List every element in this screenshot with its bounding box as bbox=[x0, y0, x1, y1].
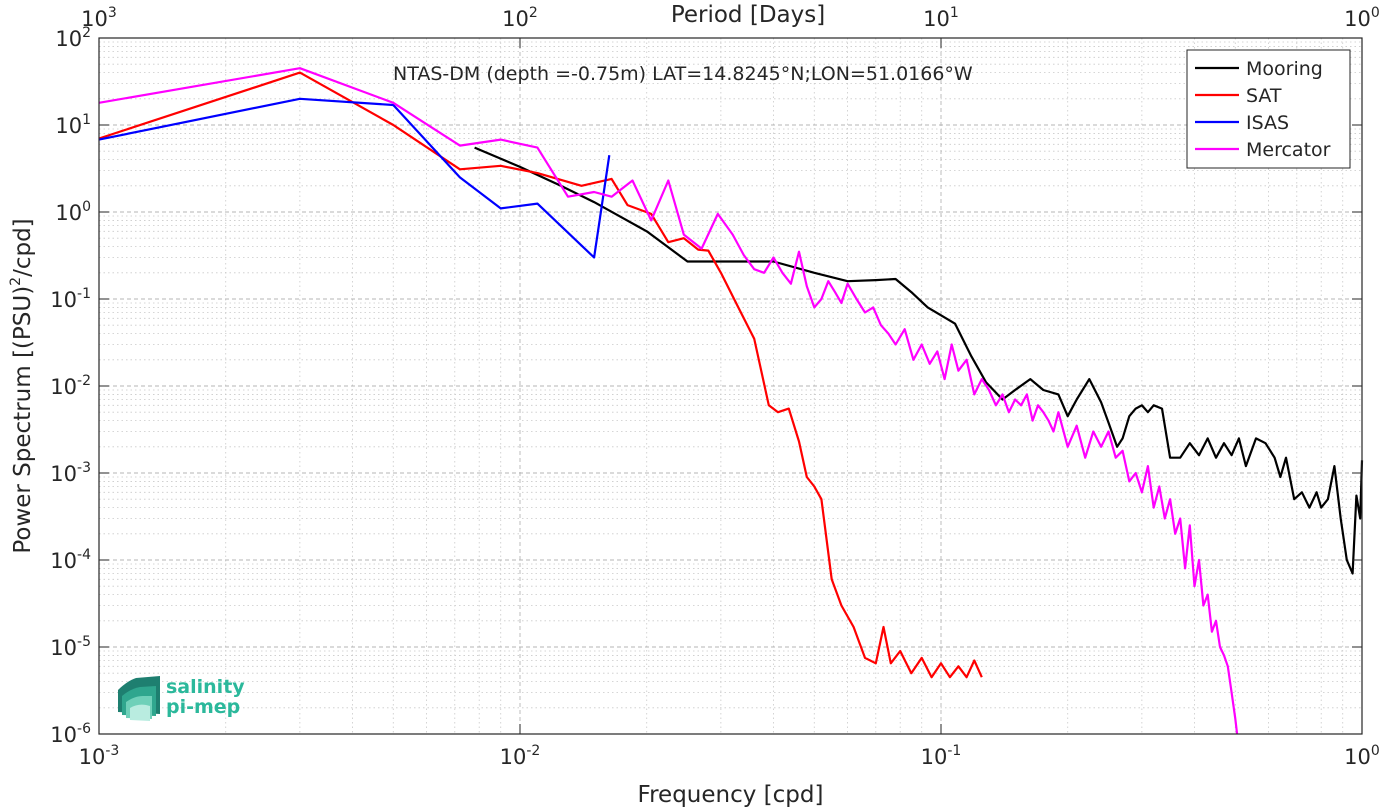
y-tick-label: 10-6 bbox=[50, 721, 91, 747]
top-tick-label-base: 10 bbox=[81, 7, 108, 31]
top-tick-label: 103 bbox=[81, 5, 117, 31]
logo-text-pi-mep: pi-mep bbox=[166, 696, 240, 718]
top-tick-label: 101 bbox=[923, 5, 959, 31]
y-tick-label-base: 10 bbox=[55, 201, 82, 225]
y-tick-label-base: 10 bbox=[50, 723, 77, 747]
y-axis-label-unit: /cpd] bbox=[10, 218, 36, 277]
x-tick-label: 10-3 bbox=[79, 743, 120, 769]
y-tick-label-base: 10 bbox=[50, 375, 77, 399]
y-axis-label: Power Spectrum [(PSU)2/cpd] bbox=[8, 218, 36, 553]
x-tick-label: 10-1 bbox=[921, 743, 962, 769]
y-tick-label-base: 10 bbox=[55, 27, 82, 51]
y-tick-label: 10-5 bbox=[50, 634, 91, 660]
tick-labels: 10-3 10-2 10-1 10010-610-510-410-310-210-11… bbox=[50, 5, 1380, 769]
chart-title: NTAS-DM (depth =-0.75m) LAT=14.8245°N;LO… bbox=[393, 63, 973, 85]
series-line-sat bbox=[98, 71, 983, 679]
y-tick-label-base: 10 bbox=[50, 636, 77, 660]
y-tick-label-base: 10 bbox=[50, 549, 77, 573]
y-tick-label-exponent: 2 bbox=[82, 25, 91, 41]
y-tick-label: 10-4 bbox=[50, 547, 91, 573]
tick-marks bbox=[98, 37, 1363, 735]
y-tick-label-base: 10 bbox=[55, 114, 82, 138]
y-tick-label: 100 bbox=[55, 199, 91, 225]
legend-label-mercator: Mercator bbox=[1246, 139, 1331, 161]
series-lines bbox=[98, 67, 1364, 735]
y-tick-label-exponent: -5 bbox=[77, 634, 91, 650]
x-axis-label: Frequency [cpd] bbox=[638, 782, 824, 808]
y-tick-label: 10-1 bbox=[50, 286, 91, 312]
y-tick-label-base: 10 bbox=[50, 462, 77, 486]
top-tick-label: 102 bbox=[502, 5, 538, 31]
x-tick-label-base: 10 bbox=[1344, 745, 1371, 769]
x-tick-label-exponent: -1 bbox=[947, 743, 961, 759]
salinity-pi-mep-logo: salinity pi-mep bbox=[118, 676, 245, 721]
x-tick-label: 10-2 bbox=[500, 743, 541, 769]
series-line-mooring bbox=[474, 146, 1364, 575]
y-tick-label-exponent: -6 bbox=[77, 721, 91, 737]
series-line-isas bbox=[98, 97, 611, 259]
y-axis-label-superscript: 2 bbox=[8, 277, 24, 286]
logo-text-salinity: salinity bbox=[166, 676, 245, 698]
y-tick-label-exponent: 0 bbox=[82, 199, 91, 215]
y-tick-label: 101 bbox=[55, 112, 91, 138]
logo-wave-icon bbox=[118, 676, 160, 721]
y-tick-label-base: 10 bbox=[50, 288, 77, 312]
y-tick-label: 10-3 bbox=[50, 460, 91, 486]
top-tick-label-base: 10 bbox=[1344, 7, 1371, 31]
top-tick-label-base: 10 bbox=[923, 7, 950, 31]
y-axis-label-main: Power Spectrum [(PSU) bbox=[10, 286, 36, 554]
y-tick-label: 10-2 bbox=[50, 373, 91, 399]
x-tick-label: 100 bbox=[1344, 743, 1380, 769]
top-tick-label-exponent: 0 bbox=[1371, 5, 1380, 21]
top-tick-label: 100 bbox=[1344, 5, 1380, 31]
legend: Mooring SAT ISAS Mercator bbox=[1186, 49, 1351, 169]
top-tick-label-base: 10 bbox=[502, 7, 529, 31]
series-line-mercator bbox=[98, 67, 1239, 735]
x-tick-label-base: 10 bbox=[500, 745, 527, 769]
top-tick-label-exponent: 1 bbox=[950, 5, 959, 21]
y-tick-label-exponent: -3 bbox=[77, 460, 91, 476]
top-tick-label-exponent: 2 bbox=[529, 5, 538, 21]
x-tick-label-base: 10 bbox=[79, 745, 106, 769]
legend-label-mooring: Mooring bbox=[1246, 58, 1323, 80]
x-tick-label-exponent: -3 bbox=[105, 743, 119, 759]
x-tick-label-exponent: -2 bbox=[526, 743, 540, 759]
top-tick-label-exponent: 3 bbox=[108, 5, 117, 21]
y-tick-label-exponent: 1 bbox=[82, 112, 91, 128]
x-tick-label-exponent: 0 bbox=[1371, 743, 1380, 759]
legend-label-isas: ISAS bbox=[1246, 112, 1289, 134]
legend-label-sat: SAT bbox=[1246, 85, 1282, 107]
y-tick-label: 102 bbox=[55, 25, 91, 51]
x-tick-label-base: 10 bbox=[921, 745, 948, 769]
y-tick-label-exponent: -2 bbox=[77, 373, 91, 389]
y-tick-label-exponent: -4 bbox=[77, 547, 91, 563]
y-tick-label-exponent: -1 bbox=[77, 286, 91, 302]
top-axis-label: Period [Days] bbox=[671, 2, 825, 28]
